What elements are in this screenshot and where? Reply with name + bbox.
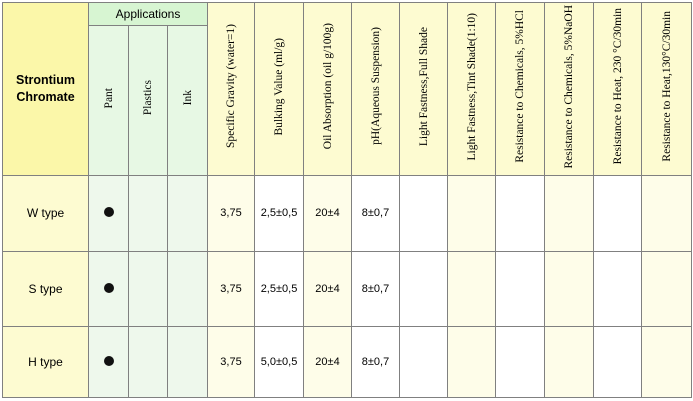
table-row: H type 3,75 5,0±0,5 20±4 8±0,7 bbox=[2, 326, 692, 398]
value-cell bbox=[593, 326, 642, 398]
col-header-plastics: Plastics bbox=[128, 25, 168, 176]
col-header-oil-absorption: Oil Absorption (oil g/100g) bbox=[303, 2, 352, 176]
value-cell: 3,75 bbox=[207, 174, 255, 252]
value-cell: 8±0,7 bbox=[351, 326, 400, 398]
col-header-specific-gravity: Specific Gravity (water=1) bbox=[207, 2, 255, 176]
col-header-heat-230: Resistance to Heat, 230 °C/30min bbox=[593, 2, 642, 176]
value-cell: 8±0,7 bbox=[351, 174, 400, 252]
value-cell: 3,75 bbox=[207, 326, 255, 398]
value-cell bbox=[544, 174, 594, 252]
col-header-light-fastness-tint: Light Fastness,Tint Shade(1:10) bbox=[447, 2, 496, 176]
col-header-pant: Pant bbox=[88, 25, 129, 176]
value-cell: 2,5±0,5 bbox=[254, 174, 304, 252]
row-label-s-type: S type bbox=[2, 250, 89, 328]
col-header-heat-130: Resistance to Heat,130°C/30min bbox=[641, 2, 692, 176]
header-row-2: Pant Plastics Ink bbox=[3, 25, 692, 176]
value-cell bbox=[544, 250, 594, 328]
value-cell: 3,75 bbox=[207, 250, 255, 328]
filled-circle-icon bbox=[103, 356, 114, 367]
col-header-light-fastness-full: Light Fastness,Full Shade bbox=[399, 2, 448, 176]
value-cell bbox=[447, 326, 496, 398]
pant-cell bbox=[88, 174, 129, 252]
filled-circle-icon bbox=[103, 282, 114, 293]
value-cell bbox=[399, 174, 448, 252]
value-cell bbox=[495, 250, 545, 328]
value-cell bbox=[447, 250, 496, 328]
value-cell bbox=[641, 174, 692, 252]
table-row: S type 3,75 2,5±0,5 20±4 8±0,7 bbox=[2, 250, 692, 328]
row-label-w-type: W type bbox=[2, 174, 89, 252]
header-row-1: Strontium Chromate Applications Specific… bbox=[2, 1, 692, 176]
ink-cell bbox=[167, 174, 208, 252]
value-cell: 20±4 bbox=[303, 174, 352, 252]
value-cell bbox=[641, 250, 692, 328]
col-header-resistance-naoh: Resistance to Chemicals, 5%NaOH bbox=[544, 2, 594, 176]
value-cell: 5,0±0,5 bbox=[254, 326, 304, 398]
value-cell bbox=[495, 326, 545, 398]
value-cell bbox=[593, 250, 642, 328]
value-cell bbox=[447, 174, 496, 252]
product-name-cell: Strontium Chromate bbox=[2, 2, 89, 176]
pant-cell bbox=[88, 326, 129, 398]
col-header-ph: pH(Aqueous Suspension) bbox=[351, 2, 400, 176]
value-cell: 8±0,7 bbox=[351, 250, 400, 328]
value-cell bbox=[593, 174, 642, 252]
plastics-cell bbox=[128, 250, 168, 328]
row-label-h-type: H type bbox=[2, 326, 89, 398]
ink-cell bbox=[167, 326, 208, 398]
pant-cell bbox=[88, 250, 129, 328]
product-name-line2: Chromate bbox=[16, 89, 75, 104]
applications-header: Applications bbox=[88, 1, 208, 27]
col-header-ink: Ink bbox=[167, 25, 208, 176]
table-row: W type 3,75 2,5±0,5 20±4 8±0,7 bbox=[2, 174, 692, 252]
product-name-line1: Strontium bbox=[15, 72, 76, 87]
value-cell: 20±4 bbox=[303, 326, 352, 398]
filled-circle-icon bbox=[103, 207, 114, 218]
value-cell: 20±4 bbox=[303, 250, 352, 328]
value-cell bbox=[641, 326, 692, 398]
value-cell bbox=[399, 326, 448, 398]
value-cell bbox=[495, 174, 545, 252]
ink-cell bbox=[167, 250, 208, 328]
col-header-resistance-hcl: Resistance to Chemicals, 5%HCl bbox=[495, 2, 545, 176]
value-cell: 2,5±0,5 bbox=[254, 250, 304, 328]
value-cell bbox=[544, 326, 594, 398]
plastics-cell bbox=[128, 174, 168, 252]
plastics-cell bbox=[128, 326, 168, 398]
value-cell bbox=[399, 250, 448, 328]
col-header-bulking-value: Bulking Value (ml/g) bbox=[254, 2, 304, 176]
